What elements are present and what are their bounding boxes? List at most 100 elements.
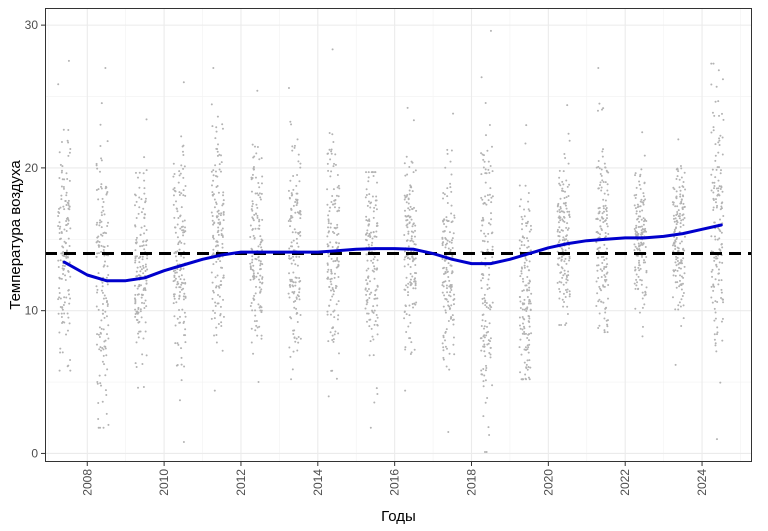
- data-point: [481, 216, 484, 219]
- data-point: [711, 168, 714, 171]
- data-point: [520, 240, 523, 243]
- data-point: [59, 277, 62, 280]
- data-point: [98, 224, 101, 227]
- data-point: [602, 267, 605, 270]
- data-point: [180, 226, 183, 229]
- data-point: [718, 143, 721, 146]
- data-point: [596, 269, 599, 272]
- data-point: [215, 130, 218, 133]
- data-point: [299, 166, 302, 169]
- data-point: [184, 295, 187, 298]
- data-point: [365, 253, 368, 256]
- data-point: [221, 246, 224, 249]
- data-point: [676, 246, 679, 249]
- data-point: [289, 278, 292, 281]
- data-point: [565, 281, 568, 284]
- data-point: [255, 324, 258, 327]
- data-point: [489, 337, 492, 340]
- data-point: [413, 206, 416, 209]
- data-point: [640, 198, 643, 201]
- data-point: [260, 334, 263, 337]
- data-point: [144, 287, 147, 290]
- data-point: [183, 278, 186, 281]
- data-point: [375, 199, 378, 202]
- data-point: [717, 193, 720, 196]
- data-point: [95, 305, 98, 308]
- data-point: [259, 243, 262, 246]
- data-point: [598, 206, 601, 209]
- data-point: [521, 315, 524, 318]
- data-point: [256, 216, 259, 219]
- data-point: [372, 175, 375, 178]
- data-point: [485, 334, 488, 337]
- data-point: [101, 291, 104, 294]
- data-point: [679, 242, 682, 245]
- data-point: [404, 389, 407, 392]
- data-point: [374, 297, 377, 300]
- data-point: [559, 290, 562, 293]
- data-point: [327, 222, 330, 225]
- data-point: [180, 192, 183, 195]
- data-point: [337, 195, 340, 198]
- data-point: [413, 348, 416, 351]
- data-point: [214, 312, 217, 315]
- data-point: [214, 137, 217, 140]
- data-point: [288, 283, 291, 286]
- data-point: [63, 208, 66, 211]
- data-point: [173, 279, 176, 282]
- data-point: [222, 202, 225, 205]
- data-point: [636, 254, 639, 257]
- data-point: [561, 180, 564, 183]
- data-point: [633, 282, 636, 285]
- data-point: [488, 351, 491, 354]
- data-point: [62, 267, 65, 270]
- data-point: [563, 196, 566, 199]
- data-point: [528, 339, 531, 342]
- data-point: [222, 213, 225, 216]
- data-point: [261, 239, 264, 242]
- data-point: [68, 205, 71, 208]
- data-point: [403, 198, 406, 201]
- data-point: [444, 309, 447, 312]
- data-point: [97, 252, 100, 255]
- data-point: [146, 239, 149, 242]
- data-point: [289, 220, 292, 223]
- data-point: [639, 267, 642, 270]
- data-point: [175, 207, 178, 210]
- data-point: [258, 192, 261, 195]
- data-point: [600, 189, 603, 192]
- data-point: [568, 139, 571, 142]
- data-point: [452, 343, 455, 346]
- data-point: [181, 150, 184, 153]
- data-point: [174, 255, 177, 258]
- data-point: [61, 320, 64, 323]
- data-point: [298, 276, 301, 279]
- data-point: [66, 312, 69, 315]
- data-point: [295, 237, 298, 240]
- data-point: [178, 321, 181, 324]
- data-point: [211, 219, 214, 222]
- data-point: [568, 247, 571, 250]
- data-point: [214, 164, 217, 167]
- data-point: [139, 310, 142, 313]
- data-point: [606, 225, 609, 228]
- data-point: [713, 338, 716, 341]
- data-point: [255, 285, 258, 288]
- data-point: [67, 59, 70, 62]
- data-point: [527, 314, 530, 317]
- data-point: [183, 365, 186, 368]
- data-point: [330, 283, 333, 286]
- data-point: [524, 373, 527, 376]
- data-point: [526, 220, 529, 223]
- data-point: [139, 284, 142, 287]
- data-point: [566, 305, 569, 308]
- data-point: [480, 279, 483, 282]
- data-point: [329, 158, 332, 161]
- data-point: [415, 272, 418, 275]
- data-point: [676, 205, 679, 208]
- data-point: [634, 174, 637, 177]
- data-point: [335, 377, 338, 380]
- data-point: [106, 190, 109, 193]
- data-point: [63, 240, 66, 243]
- data-point: [717, 151, 720, 154]
